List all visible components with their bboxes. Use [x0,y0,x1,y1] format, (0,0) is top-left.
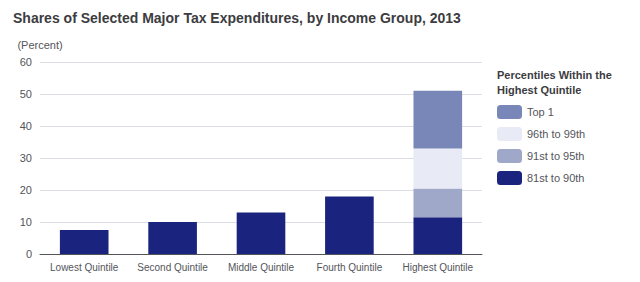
svg-text:Highest Quintile: Highest Quintile [497,84,581,96]
svg-text:30: 30 [20,152,32,164]
svg-text:60: 60 [20,56,32,68]
svg-text:20: 20 [20,184,32,196]
svg-text:(Percent): (Percent) [17,39,62,51]
svg-text:Middle Quintile: Middle Quintile [228,262,295,273]
svg-text:10: 10 [20,216,32,228]
svg-text:Top 1: Top 1 [527,106,554,118]
svg-text:Lowest Quintile: Lowest Quintile [50,262,119,273]
svg-text:Fourth Quintile: Fourth Quintile [317,262,383,273]
svg-text:91st to 95th: 91st to 95th [527,150,585,162]
svg-text:Highest Quintile: Highest Quintile [403,262,474,273]
svg-text:Percentiles Within the: Percentiles Within the [497,69,612,81]
svg-text:96th to 99th: 96th to 99th [527,128,585,140]
svg-text:50: 50 [20,88,32,100]
svg-text:40: 40 [20,120,32,132]
svg-text:Shares of Selected Major Tax E: Shares of Selected Major Tax Expenditure… [13,10,461,26]
svg-text:Second Quintile: Second Quintile [137,262,208,273]
svg-text:81st to 90th: 81st to 90th [527,172,585,184]
svg-text:0: 0 [26,248,32,260]
